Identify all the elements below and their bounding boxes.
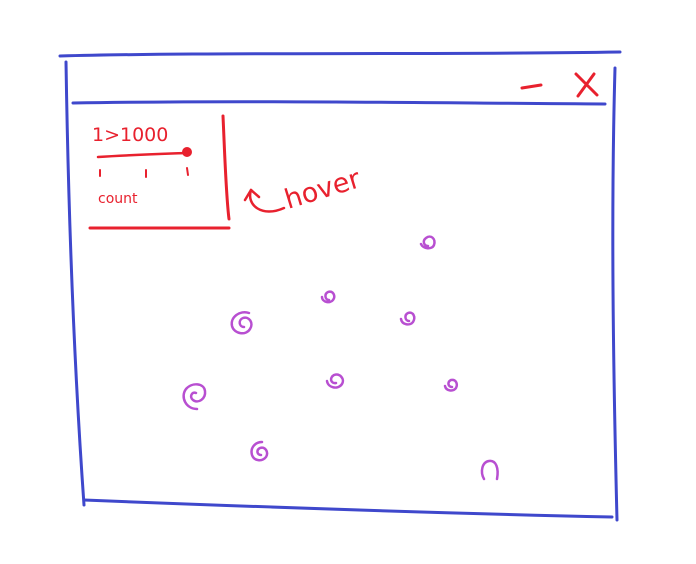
particle	[325, 373, 345, 389]
spiral-icon	[325, 373, 345, 389]
spiral-icon	[250, 440, 269, 462]
spiral-icon	[399, 311, 416, 326]
minimize-button[interactable]	[520, 83, 543, 90]
value-readout: 1>1000	[92, 124, 168, 146]
count-slider[interactable]	[96, 147, 192, 178]
spiral-icon	[419, 235, 436, 250]
close-icon	[574, 72, 599, 98]
close-button[interactable]	[574, 72, 599, 98]
hover-annotation: hover	[243, 163, 365, 216]
particle	[419, 235, 436, 250]
curved-arrow-icon	[248, 188, 286, 213]
particle	[443, 378, 459, 392]
title-bar-divider	[71, 100, 607, 106]
particle	[399, 311, 416, 326]
panel-divider-right	[221, 114, 231, 221]
window-frame	[58, 50, 622, 522]
spiral-icon	[320, 290, 336, 304]
slider-track	[96, 151, 188, 159]
spiral-icon	[480, 459, 499, 481]
slider-label: count	[98, 191, 138, 207]
minimize-icon	[520, 83, 543, 90]
tick-3	[186, 167, 189, 176]
window-controls	[520, 72, 599, 98]
spiral-icon	[182, 383, 207, 411]
spiral-icon	[443, 378, 459, 392]
slider-handle[interactable]	[182, 147, 192, 157]
particle	[230, 311, 253, 335]
particle	[320, 290, 336, 304]
spiral-icon	[230, 311, 253, 335]
particle	[480, 459, 499, 481]
particle	[250, 440, 269, 462]
hover-label: hover	[281, 163, 365, 216]
particle	[182, 383, 207, 411]
particle-canvas[interactable]	[182, 235, 499, 481]
control-panel: 1>1000 count	[88, 114, 231, 230]
